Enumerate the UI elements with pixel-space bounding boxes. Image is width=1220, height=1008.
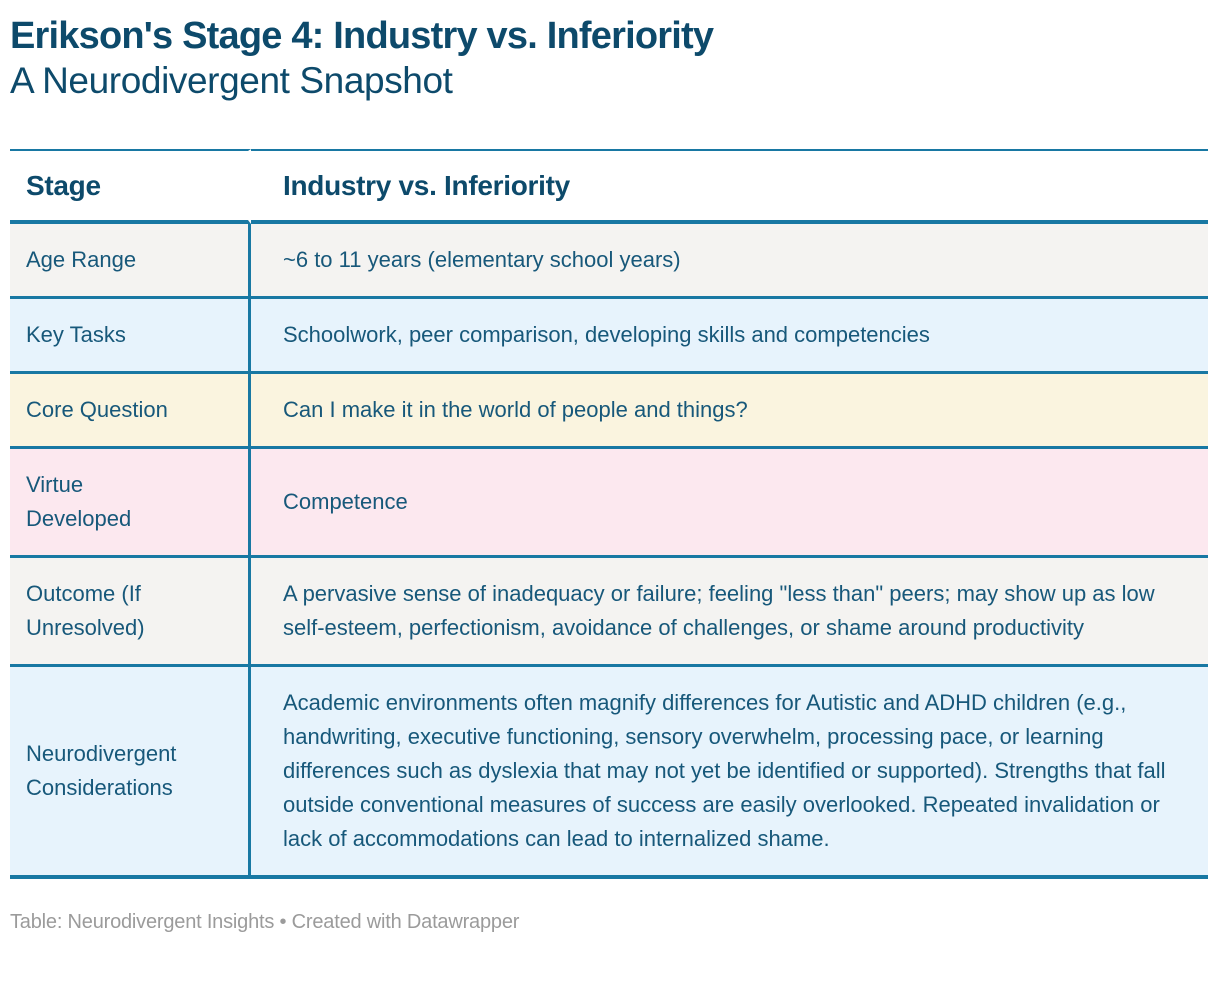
datawrapper-table-page: Erikson's Stage 4: Industry vs. Inferior…: [10, 14, 1208, 933]
chart-header: Erikson's Stage 4: Industry vs. Inferior…: [10, 14, 1208, 104]
table-row: Core Question Can I make it in the world …: [10, 374, 1208, 449]
erikson-stage-table: Stage Industry vs. Inferiority Age Range…: [10, 149, 1208, 879]
table-row: Key Tasks Schoolwork, peer comparison, de…: [10, 299, 1208, 374]
table-row: Age Range ~6 to 11 years (elementary scho…: [10, 224, 1208, 299]
row-label: Age Range: [10, 224, 251, 299]
column-header-industry-vs-inferiority: Industry vs. Inferiority: [251, 149, 1208, 224]
table-row: Outcome (If Unresolved) A pervasive sense…: [10, 558, 1208, 667]
row-value: A pervasive sense of inadequacy or failu…: [251, 558, 1208, 667]
column-header-stage: Stage: [10, 149, 251, 224]
row-label: Core Question: [10, 374, 251, 449]
table-body: Age Range ~6 to 11 years (elementary scho…: [10, 224, 1208, 879]
row-label: Key Tasks: [10, 299, 251, 374]
page-subtitle: A Neurodivergent Snapshot: [10, 60, 453, 101]
table-row: Neurodivergent Considerations Academic en…: [10, 667, 1208, 879]
row-label: Virtue Developed: [10, 449, 251, 558]
row-value: Competence: [251, 449, 1208, 558]
row-value: Schoolwork, peer comparison, developing …: [251, 299, 1208, 374]
row-value: ~6 to 11 years (elementary school years): [251, 224, 1208, 299]
page-title: Erikson's Stage 4: Industry vs. Inferior…: [10, 15, 714, 57]
row-label: Neurodivergent Considerations: [10, 667, 251, 879]
table-row: Virtue Developed Competence: [10, 449, 1208, 558]
table-header: Stage Industry vs. Inferiority: [10, 149, 1208, 224]
table-header-row: Stage Industry vs. Inferiority: [10, 149, 1208, 224]
attribution: Table: Neurodivergent Insights • Created…: [10, 911, 520, 933]
row-value: Academic environments often magnify diff…: [251, 667, 1208, 879]
row-label: Outcome (If Unresolved): [10, 558, 251, 667]
row-value: Can I make it in the world of people and…: [251, 374, 1208, 449]
